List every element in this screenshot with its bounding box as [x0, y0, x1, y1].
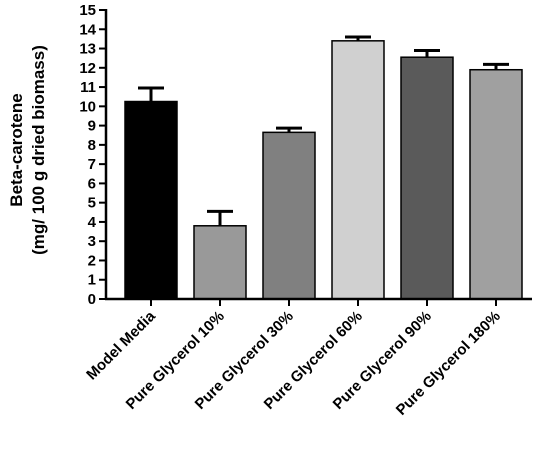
- y-tick-label: 13: [79, 41, 96, 58]
- bar: [262, 131, 316, 300]
- y-axis-label-line2: (mg/ 100 g dried biomass): [29, 45, 48, 255]
- y-tick-label: 5: [88, 195, 96, 212]
- y-tick-label: 7: [88, 156, 96, 173]
- y-tick-label: 0: [88, 291, 96, 308]
- y-tick-label: 4: [88, 214, 97, 231]
- bar: [400, 56, 454, 300]
- y-tick-label: 14: [79, 21, 96, 38]
- bar: [193, 225, 247, 300]
- y-tick-label: 10: [79, 98, 96, 115]
- bars: [124, 40, 523, 300]
- bar: [469, 68, 523, 300]
- category-label: Model Media: [83, 307, 159, 383]
- y-tick-label: 15: [79, 2, 96, 19]
- y-tick-label: 1: [88, 272, 96, 289]
- y-tick-label: 12: [79, 60, 96, 77]
- y-tick-label: 6: [88, 175, 96, 192]
- y-tick-label: 11: [80, 79, 96, 96]
- bar: [331, 40, 385, 300]
- y-tick-label: 2: [88, 252, 96, 269]
- error-bars: [138, 35, 509, 226]
- y-tick-label: 9: [88, 118, 96, 135]
- y-axis-label-line1: Beta-carotene: [7, 93, 26, 206]
- bar: [124, 100, 178, 300]
- y-tick-label: 3: [88, 233, 96, 250]
- y-axis-label: Beta-carotene (mg/ 100 g dried biomass): [7, 45, 48, 255]
- axes: [104, 9, 532, 301]
- y-tick-label: 8: [88, 137, 96, 154]
